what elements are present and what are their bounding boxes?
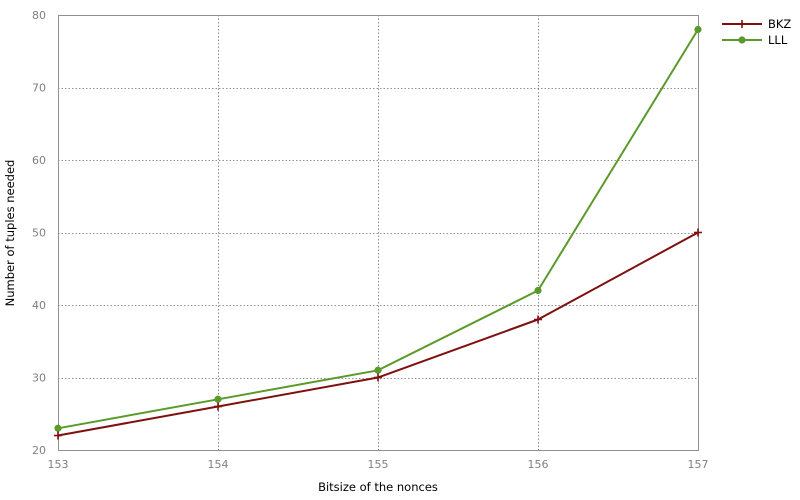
series-line [57,231,699,437]
x-axis-ticks: 153 154 155 156 157 [48,458,709,471]
data-point [374,366,382,374]
data-point [54,424,62,432]
x-tick-label: 153 [48,458,69,471]
series-bkz [54,228,702,440]
data-point [534,286,542,295]
data-point [694,25,702,34]
legend-label: LLL [768,33,788,47]
data-point [534,315,542,324]
legend-item-lll: LLL [722,33,788,47]
data-point [214,395,222,403]
y-tick-label: 40 [32,299,46,312]
legend-label: BKZ [768,17,791,31]
x-tick-label: 156 [528,458,549,471]
y-tick-label: 70 [32,82,46,95]
legend-marker [738,36,746,44]
data-point [214,402,222,411]
y-tick-label: 50 [32,227,46,240]
data-point [694,228,702,237]
series-lll [54,25,702,432]
x-tick-label: 155 [368,458,389,471]
x-tick-label: 154 [208,458,229,471]
series-layer [54,25,702,440]
legend-item-bkz: BKZ [722,17,791,31]
legend-marker [738,20,746,28]
y-tick-label: 80 [32,9,46,22]
x-axis-title: Bitsize of the nonces [318,480,438,494]
grid-lines [58,15,698,450]
y-tick-label: 20 [32,444,46,457]
x-tick-label: 157 [688,458,709,471]
y-axis-ticks: 20 30 40 50 60 70 80 [32,9,46,457]
y-tick-label: 30 [32,372,46,385]
data-point [54,431,62,440]
y-tick-label: 60 [32,154,46,167]
y-axis-title: Number of tuples needed [3,160,17,307]
data-point [374,373,382,382]
legend: BKZ LLL [722,17,791,47]
